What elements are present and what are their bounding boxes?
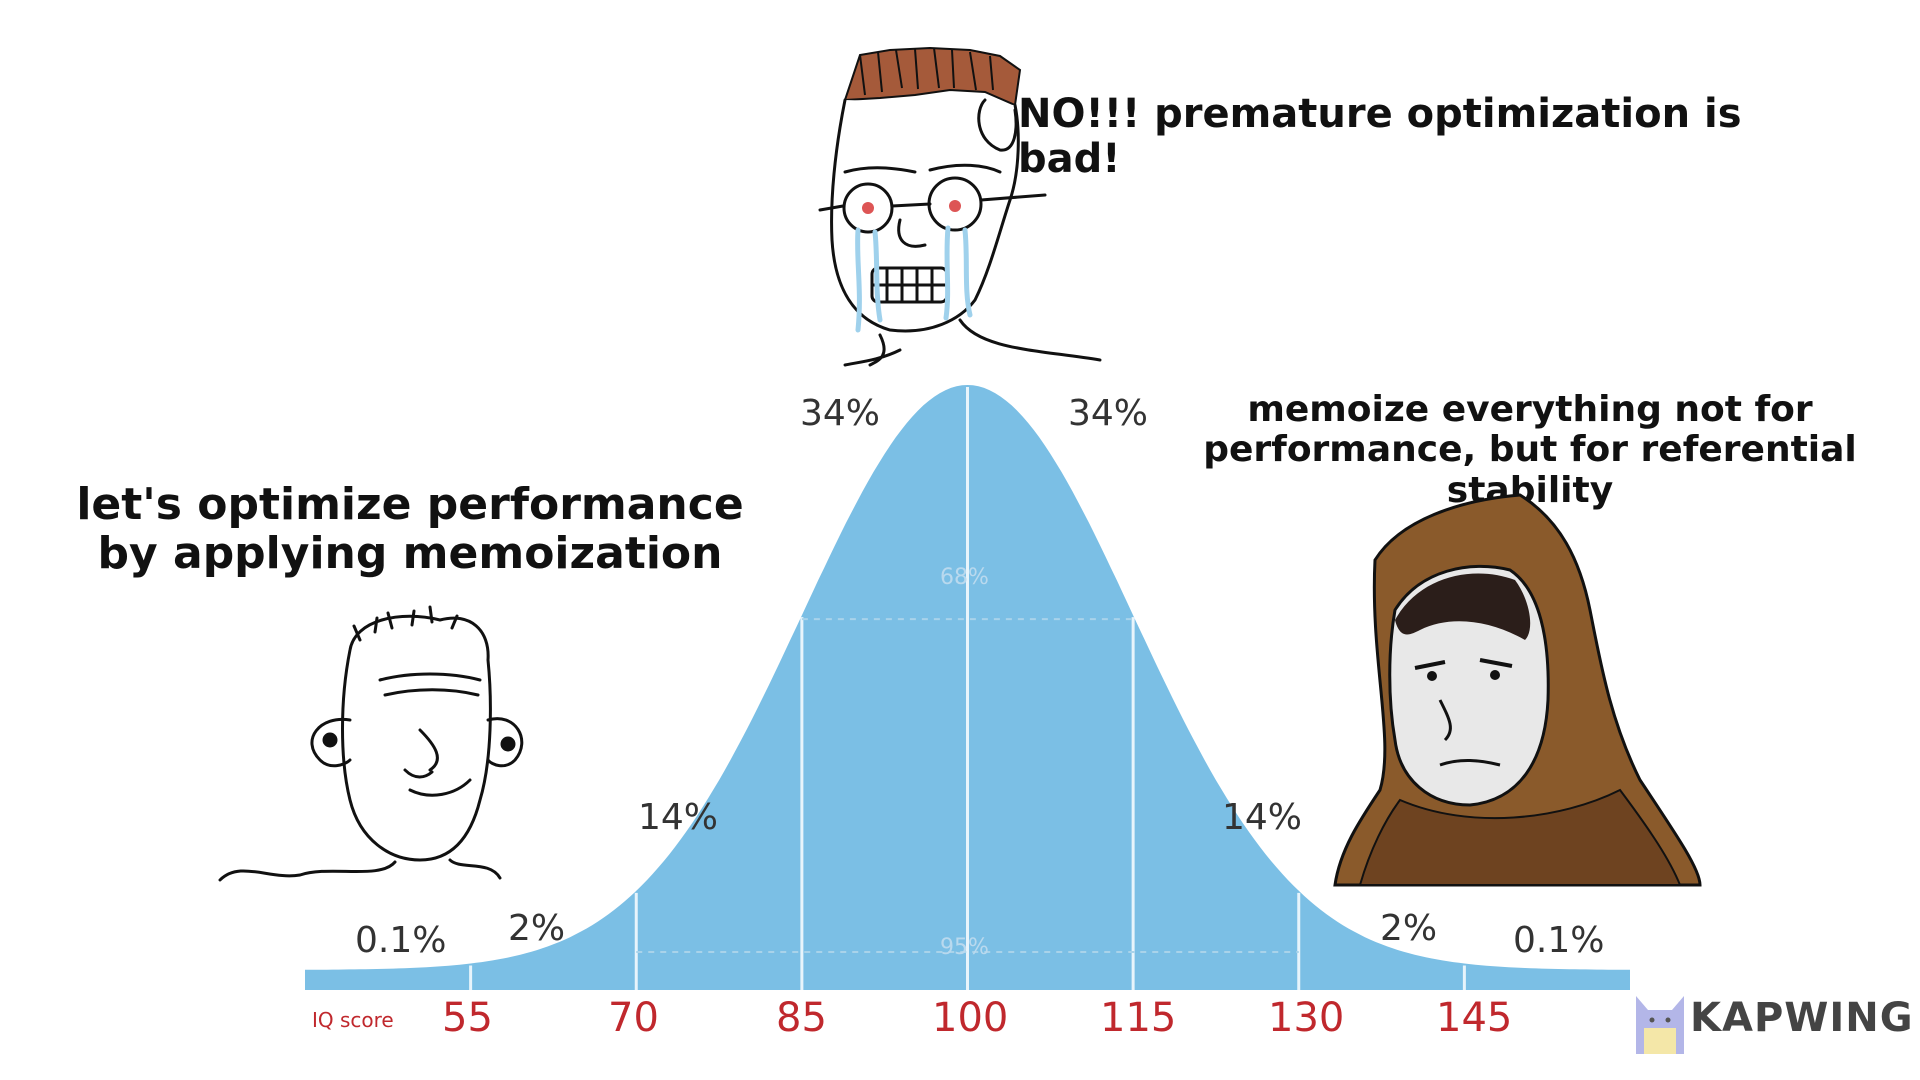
segment-label-1: 0.1% [355,920,447,961]
x-tick-55: 55 [442,995,493,1041]
segment-label-3: 14% [638,797,719,838]
segment-label-7: 2% [1380,908,1438,949]
x-tick-130: 130 [1268,995,1345,1041]
sd-divider-lines [469,387,1466,990]
inner-label-68: 68% [940,565,989,590]
kapwing-cat-logo-icon [1636,996,1684,1054]
x-tick-85: 85 [776,995,827,1041]
caption-right: memoize everything not for performance, … [1203,389,1857,511]
x-axis-label: IQ score [312,1008,394,1032]
segment-label-8: 0.1% [1513,920,1605,961]
segment-label-4: 34% [800,393,881,434]
x-tick-100: 100 [932,995,1009,1041]
kapwing-brand-name: KAPWING [1690,995,1914,1041]
segment-label-2: 2% [508,908,566,949]
segment-label-5: 34% [1068,393,1149,434]
x-tick-145: 145 [1436,995,1513,1041]
segment-label-6: 14% [1222,797,1303,838]
inner-label-95: 95% [940,935,989,960]
kapwing-brand: KAPWING [1630,988,1914,1054]
x-tick-70: 70 [608,995,659,1041]
caption-left: let's optimize performance by applying m… [76,479,744,580]
x-tick-115: 115 [1100,995,1177,1041]
caption-top: NO!!! premature optimization is bad! [1018,91,1742,182]
